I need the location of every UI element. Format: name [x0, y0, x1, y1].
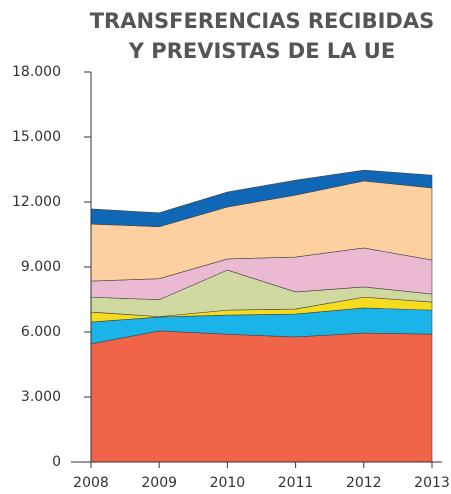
- x-tick-label: 2012: [346, 475, 382, 491]
- chart-title: Y PREVISTAS DE LA UE: [128, 39, 395, 63]
- y-tick-label: 0: [52, 454, 61, 470]
- y-tick-label: 15.000: [12, 129, 61, 145]
- x-tick-label: 2009: [141, 475, 177, 491]
- y-tick-label: 3.000: [21, 389, 61, 405]
- y-tick-label: 18.000: [12, 64, 61, 80]
- area: [90, 169, 433, 228]
- area: [90, 330, 433, 463]
- x-tick-label: 2010: [210, 475, 246, 491]
- y-tick-label: 9.000: [21, 259, 61, 275]
- y-tick-label: 12.000: [12, 194, 61, 210]
- y-tick-label: 6.000: [21, 324, 61, 340]
- x-tick-label: 2013: [414, 475, 450, 491]
- chart-title: TRANSFERENCIAS RECIBIDAS: [90, 9, 435, 33]
- x-tick-label: 2011: [278, 475, 314, 491]
- x-tick-label: 2008: [73, 475, 109, 491]
